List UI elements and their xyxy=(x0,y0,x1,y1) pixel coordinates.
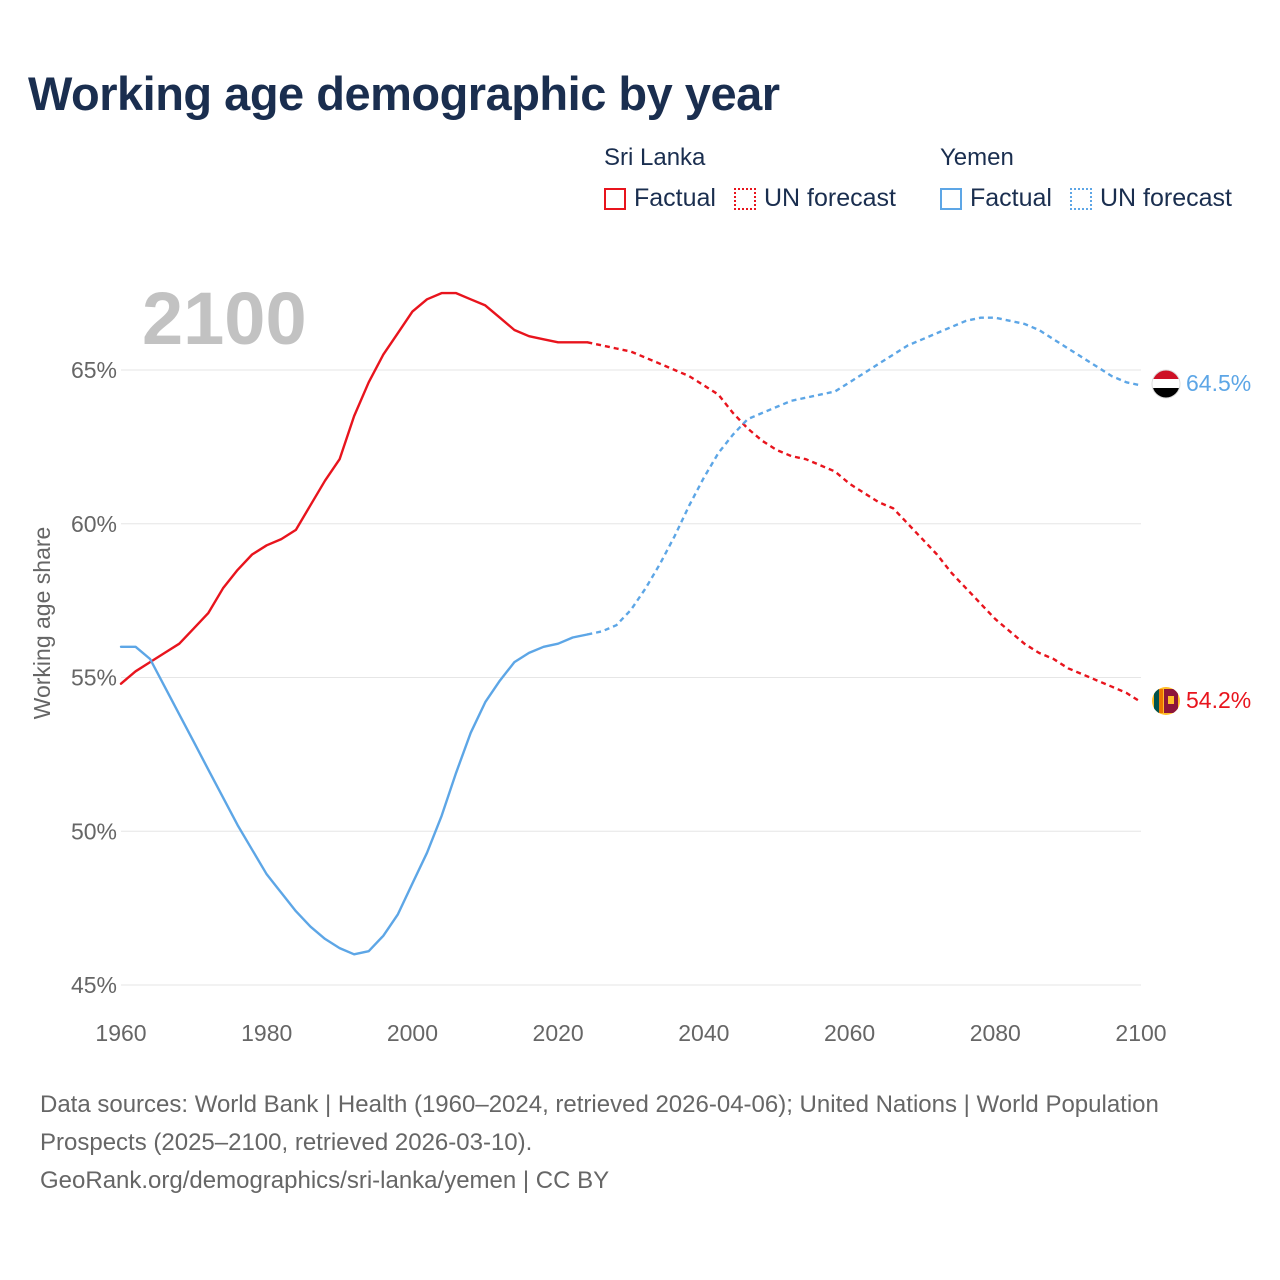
sri-lanka-end-label: 54.2% xyxy=(1186,687,1251,713)
page-title: Working age demographic by year xyxy=(28,67,780,120)
legend-item-yemen-factual[interactable]: Factual xyxy=(940,184,1052,213)
legend-group-yemen: Yemen Factual UN forecast xyxy=(940,144,1250,213)
x-tick-label: 2040 xyxy=(678,1020,729,1046)
legend-label: UN forecast xyxy=(763,184,896,212)
y-tick-label: 60% xyxy=(71,511,117,537)
yemen-forecast-line xyxy=(587,316,1142,636)
year-watermark: 2100 xyxy=(142,277,307,360)
y-tick-label: 50% xyxy=(71,818,117,844)
dotted-swatch-icon xyxy=(733,187,756,210)
y-tick-label: 45% xyxy=(71,972,117,998)
line-chart: 2100 45% 50% 55% 60% 65% 1960 1980 2000 2020 2040… xyxy=(29,277,1251,1046)
legend-label: Factual xyxy=(970,184,1052,212)
x-tick-label: 2080 xyxy=(970,1020,1021,1046)
credit-link[interactable]: GeoRank.org/demographics/sri-lanka/yemen… xyxy=(40,1167,610,1194)
solid-swatch-icon xyxy=(604,187,626,210)
footer: Data sources: World Bank | Health (1960–… xyxy=(40,1086,1240,1200)
yemen-end-label: 64.5% xyxy=(1186,370,1251,396)
legend-item-sri-lanka-forecast[interactable]: UN forecast xyxy=(733,184,896,213)
sri-lanka-forecast-line xyxy=(587,341,1142,704)
legend-label: Factual xyxy=(634,184,716,212)
x-tick-label: 1960 xyxy=(95,1020,146,1046)
sri-lanka-flag-icon xyxy=(1152,687,1180,715)
x-tick-label: 2100 xyxy=(1115,1020,1166,1046)
legend-country-yemen: Yemen xyxy=(940,144,1014,171)
x-tick-label: 2060 xyxy=(824,1020,875,1046)
legend-item-yemen-forecast[interactable]: UN forecast xyxy=(1069,184,1232,213)
legend-group-sri-lanka: Sri Lanka Factual UN forecast xyxy=(604,144,914,213)
x-tick-label: 1980 xyxy=(241,1020,292,1046)
y-axis-title: Working age share xyxy=(29,527,55,720)
y-tick-label: 55% xyxy=(71,665,117,691)
dotted-swatch-icon xyxy=(1069,187,1092,210)
legend-item-sri-lanka-factual[interactable]: Factual xyxy=(604,184,716,213)
sri-lanka-factual-line xyxy=(119,291,589,685)
x-tick-label: 2020 xyxy=(533,1020,584,1046)
yemen-factual-line xyxy=(119,633,589,956)
x-tick-label: 2000 xyxy=(387,1020,438,1046)
solid-swatch-icon xyxy=(940,187,962,210)
legend-label: UN forecast xyxy=(1099,184,1232,212)
data-sources-note: Data sources: World Bank | Health (1960–… xyxy=(40,1091,1159,1156)
yemen-flag-icon xyxy=(1152,370,1180,398)
y-tick-label: 65% xyxy=(71,357,117,383)
legend-country-sri-lanka: Sri Lanka xyxy=(604,144,706,171)
